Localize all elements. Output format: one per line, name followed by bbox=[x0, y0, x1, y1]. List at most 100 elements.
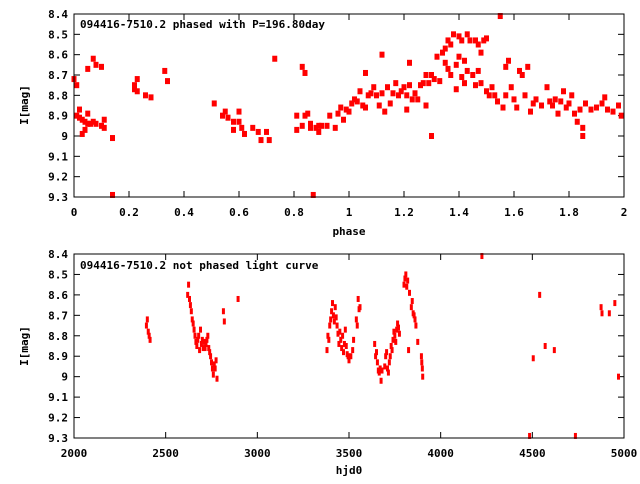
data-point bbox=[530, 100, 536, 107]
data-point bbox=[394, 338, 398, 345]
data-point bbox=[336, 330, 340, 337]
data-point bbox=[475, 41, 481, 48]
data-point bbox=[418, 82, 423, 89]
data-point bbox=[196, 336, 200, 343]
y-axis-label: I[mag] bbox=[18, 326, 31, 366]
data-point bbox=[386, 365, 389, 372]
data-point bbox=[313, 124, 319, 131]
data-point bbox=[421, 373, 425, 380]
data-point bbox=[343, 106, 349, 113]
data-point bbox=[495, 98, 500, 105]
y-tick-label: 8.6 bbox=[48, 49, 68, 62]
data-point bbox=[198, 347, 202, 354]
data-point bbox=[101, 116, 107, 123]
data-point bbox=[207, 345, 211, 352]
data-point bbox=[379, 90, 385, 97]
data-point bbox=[385, 349, 389, 356]
data-point bbox=[409, 304, 413, 311]
data-point bbox=[385, 84, 390, 91]
data-point bbox=[478, 80, 484, 87]
data-point bbox=[402, 281, 406, 288]
data-point bbox=[373, 340, 377, 347]
data-point bbox=[566, 100, 572, 107]
data-point bbox=[85, 120, 91, 127]
data-point bbox=[215, 375, 219, 382]
data-point bbox=[408, 289, 411, 296]
data-point bbox=[339, 336, 343, 343]
data-point bbox=[563, 104, 569, 111]
data-point bbox=[380, 367, 384, 374]
data-point bbox=[473, 82, 478, 89]
phased-light-curve-panel: 094416-7510.2 phased with P=196.80day ph… bbox=[18, 8, 627, 238]
y-tick-label: 8.8 bbox=[48, 89, 68, 102]
data-point bbox=[188, 302, 192, 309]
data-point bbox=[110, 135, 115, 142]
x-tick-label: 0 bbox=[71, 206, 78, 219]
data-point bbox=[393, 332, 397, 339]
plot-frame bbox=[73, 13, 625, 198]
data-point bbox=[550, 102, 555, 109]
data-point bbox=[308, 120, 313, 127]
data-point bbox=[99, 122, 104, 129]
data-point bbox=[195, 343, 199, 349]
data-point bbox=[330, 308, 334, 315]
data-point bbox=[199, 340, 203, 347]
data-point bbox=[148, 94, 154, 101]
data-point bbox=[448, 41, 454, 48]
data-point bbox=[186, 291, 190, 298]
data-point bbox=[569, 92, 575, 99]
data-point bbox=[378, 365, 382, 372]
data-point bbox=[480, 253, 484, 260]
data-point bbox=[193, 332, 197, 339]
unphased-light-curve-panel: 094416-7510.2 not phased light curve hjd… bbox=[18, 248, 637, 477]
data-point bbox=[134, 76, 140, 83]
data-point bbox=[236, 295, 240, 302]
data-point bbox=[335, 322, 339, 329]
data-point bbox=[605, 106, 610, 113]
data-point bbox=[79, 130, 85, 137]
data-point bbox=[544, 84, 550, 91]
data-point bbox=[333, 304, 337, 311]
data-point bbox=[396, 92, 401, 99]
data-point bbox=[387, 100, 393, 107]
y-tick-label: 8.6 bbox=[48, 289, 68, 302]
data-point bbox=[191, 320, 195, 327]
data-point bbox=[190, 316, 194, 323]
data-point bbox=[561, 88, 566, 95]
data-point bbox=[508, 84, 514, 91]
data-point bbox=[599, 100, 605, 107]
data-point bbox=[617, 373, 620, 380]
data-point bbox=[162, 67, 168, 74]
data-point bbox=[352, 336, 356, 343]
data-point bbox=[388, 353, 392, 360]
data-point bbox=[346, 353, 350, 360]
data-point bbox=[403, 275, 407, 282]
data-point bbox=[462, 57, 467, 64]
data-point bbox=[221, 308, 225, 315]
x-tick-label: 1.8 bbox=[559, 206, 579, 219]
data-point bbox=[294, 112, 300, 119]
x-tick-label: 0.8 bbox=[284, 206, 304, 219]
data-point bbox=[539, 102, 544, 109]
y-tick-label: 8.4 bbox=[48, 248, 68, 261]
data-point bbox=[90, 55, 96, 62]
data-point bbox=[398, 88, 404, 95]
data-point bbox=[266, 137, 272, 144]
data-point bbox=[397, 324, 400, 331]
data-point bbox=[90, 118, 96, 125]
x-tick-label: 1.2 bbox=[394, 206, 414, 219]
data-point bbox=[442, 59, 448, 66]
data-point bbox=[423, 102, 429, 109]
data-point bbox=[355, 322, 359, 329]
data-point bbox=[382, 108, 388, 115]
data-point bbox=[316, 122, 322, 129]
data-point bbox=[197, 332, 201, 339]
y-tick-label: 9 bbox=[61, 130, 68, 143]
data-point bbox=[414, 322, 418, 329]
data-point bbox=[236, 108, 242, 115]
y-tick-label: 8.9 bbox=[48, 110, 68, 123]
data-point bbox=[506, 57, 511, 64]
data-point bbox=[79, 116, 85, 123]
data-point bbox=[93, 120, 99, 127]
x-tick-label: 0.6 bbox=[229, 206, 249, 219]
